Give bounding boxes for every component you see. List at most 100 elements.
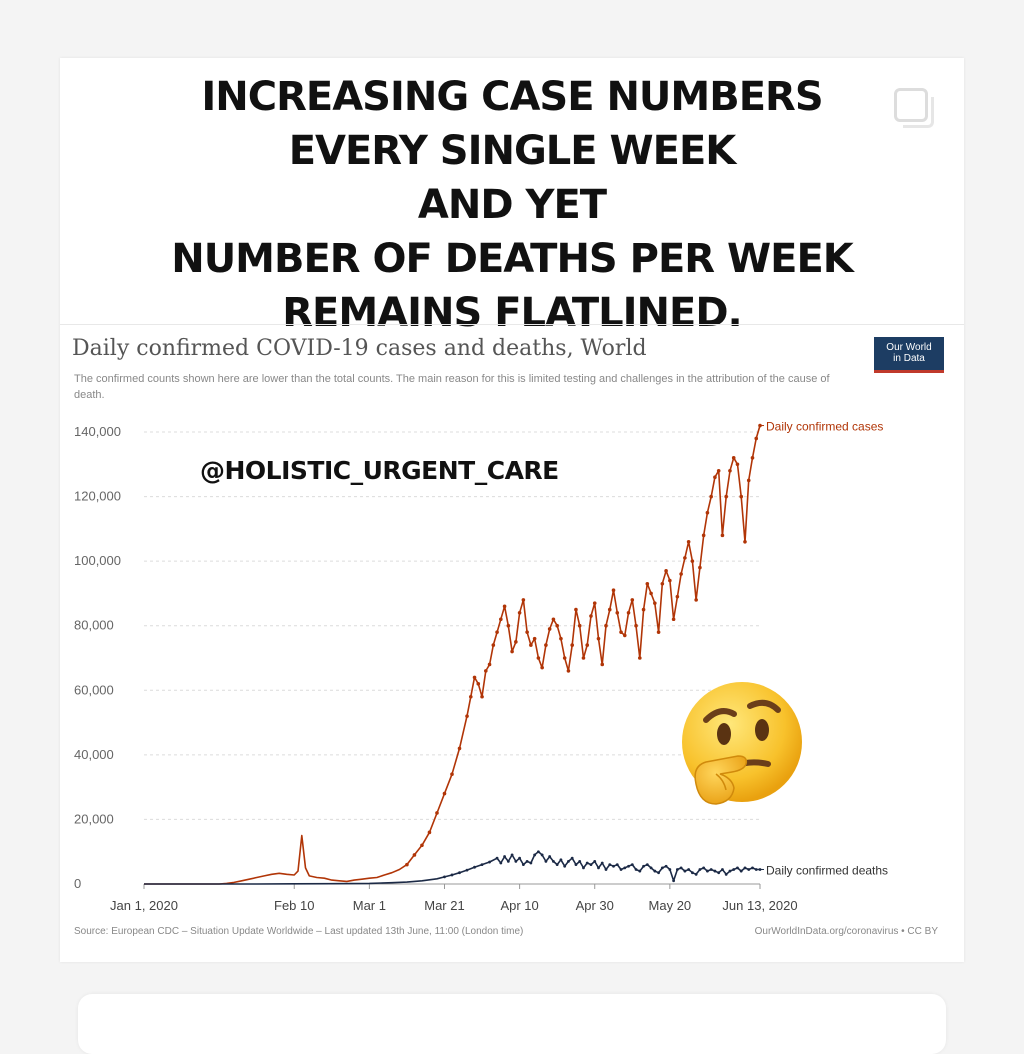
data-point	[532, 636, 537, 641]
data-point	[495, 630, 499, 634]
x-axis-ticks: Jan 1, 2020 Feb 10 Mar 1 Mar 21 Apr 10 Apr 30…	[110, 884, 798, 913]
series-line	[144, 425, 761, 885]
x-tick-label: Mar 1	[353, 898, 386, 913]
data-point	[525, 630, 529, 634]
select-checkbox-icon[interactable]	[894, 88, 934, 128]
data-point	[735, 462, 740, 467]
y-axis-ticks: 0 20,000 40,000 60,000 80,000 100,000 120,000 1…	[74, 424, 121, 891]
data-point	[468, 694, 473, 699]
data-point	[465, 868, 469, 872]
data-point	[747, 868, 751, 871]
y-tick-label: 100,000	[74, 553, 121, 568]
data-point	[517, 611, 522, 615]
data-point	[690, 559, 695, 563]
data-point	[698, 868, 702, 871]
y-tick-label: 20,000	[74, 811, 114, 826]
data-point	[717, 871, 721, 875]
data-point	[694, 598, 698, 602]
data-point	[551, 617, 556, 622]
data-point	[709, 868, 713, 871]
data-point	[694, 872, 698, 876]
data-point	[450, 772, 454, 777]
data-point	[679, 866, 683, 870]
data-point	[529, 861, 533, 865]
data-point	[687, 868, 691, 871]
headline-line: NUMBER OF DEATHS PER WEEK	[171, 236, 854, 282]
data-point	[683, 869, 687, 873]
data-point	[634, 868, 638, 871]
data-point	[552, 860, 555, 863]
data-point	[721, 868, 724, 871]
data-point	[480, 863, 484, 867]
x-tick-label: Feb 10	[274, 898, 314, 913]
data-point	[701, 533, 706, 538]
data-point	[503, 855, 506, 858]
y-tick-label: 140,000	[74, 424, 121, 439]
logo-line: Our World	[886, 342, 932, 353]
data-point	[578, 860, 582, 863]
data-point	[547, 627, 552, 631]
data-point	[705, 510, 710, 515]
data-point	[653, 601, 657, 605]
data-point	[615, 611, 620, 615]
data-point	[567, 860, 570, 863]
data-point	[754, 868, 758, 871]
data-point	[664, 569, 668, 573]
data-point	[473, 865, 476, 869]
data-point	[525, 860, 529, 863]
data-point	[563, 864, 567, 868]
next-post-card	[78, 994, 946, 1054]
data-point	[596, 636, 601, 641]
data-point	[612, 864, 615, 868]
data-point	[510, 649, 514, 654]
data-point	[642, 864, 645, 868]
data-point	[709, 494, 713, 499]
our-world-in-data-logo: Our World in Data	[874, 337, 944, 373]
series-labels: Daily confirmed cases Daily confirmed dea…	[760, 420, 888, 877]
data-point	[743, 866, 747, 870]
data-point	[600, 861, 604, 865]
data-point	[559, 858, 563, 862]
data-point	[405, 862, 409, 867]
data-point	[736, 866, 739, 870]
chart-credit-link[interactable]: OurWorldInData.org/coronavirus • CC BY	[754, 926, 938, 937]
data-point	[443, 875, 446, 879]
data-point	[732, 868, 736, 871]
data-point	[724, 494, 728, 499]
data-point	[656, 630, 661, 634]
data-point	[743, 539, 747, 544]
data-point	[589, 614, 593, 618]
data-point	[615, 863, 619, 867]
series-lines	[144, 423, 762, 885]
data-point	[698, 565, 702, 570]
data-point	[465, 714, 469, 718]
data-point	[529, 643, 533, 647]
data-point	[521, 598, 526, 602]
data-point	[574, 607, 578, 612]
data-point	[533, 853, 537, 857]
watermark-handle: @HOLISTIC_URGENT_CARE	[200, 456, 559, 485]
data-point	[570, 643, 574, 647]
x-tick-label: Apr 30	[576, 898, 614, 913]
data-point	[457, 746, 462, 751]
data-point	[518, 856, 522, 860]
data-point	[585, 861, 589, 865]
data-point	[746, 478, 751, 483]
data-point	[480, 694, 484, 699]
data-point	[630, 598, 635, 602]
x-tick-label: Jan 1, 2020	[110, 898, 178, 913]
data-point	[679, 572, 683, 576]
data-point	[555, 863, 559, 867]
data-point	[420, 843, 424, 848]
data-point	[412, 853, 417, 857]
data-point	[675, 594, 680, 599]
data-point	[623, 866, 627, 870]
data-point	[622, 633, 627, 638]
data-point	[686, 539, 691, 544]
data-point	[728, 869, 732, 873]
data-point	[739, 869, 743, 873]
line-chart: 0 20,000 40,000 60,000 80,000 100,000 120,000 1…	[74, 420, 888, 913]
data-point	[574, 863, 578, 867]
headline: INCREASING CASE NUMBERS EVERY SINGLE WEE…	[60, 70, 964, 340]
data-point	[458, 871, 461, 875]
